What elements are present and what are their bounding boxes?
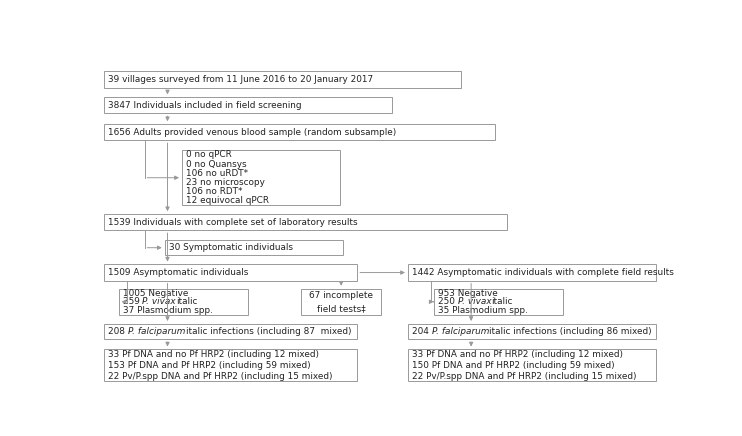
- Text: 250: 250: [438, 297, 458, 306]
- FancyBboxPatch shape: [119, 289, 248, 315]
- FancyBboxPatch shape: [165, 240, 343, 255]
- Text: 37 Plasmodium spp.: 37 Plasmodium spp.: [122, 306, 212, 315]
- FancyBboxPatch shape: [408, 349, 657, 382]
- FancyBboxPatch shape: [182, 150, 340, 205]
- Text: 3847 Individuals included in field screening: 3847 Individuals included in field scree…: [108, 101, 302, 110]
- FancyBboxPatch shape: [408, 265, 657, 281]
- Text: 12 equivocal qPCR: 12 equivocal qPCR: [186, 196, 269, 205]
- FancyBboxPatch shape: [104, 265, 358, 281]
- Text: 33 Pf DNA and no Pf HRP2 (including 12 mixed): 33 Pf DNA and no Pf HRP2 (including 12 m…: [412, 350, 623, 359]
- FancyBboxPatch shape: [408, 324, 657, 339]
- Text: P. falciparum: P. falciparum: [432, 327, 489, 336]
- Text: 0 no qPCR: 0 no qPCR: [186, 150, 232, 160]
- FancyBboxPatch shape: [104, 72, 461, 88]
- Text: 1509 Asymptomatic individuals: 1509 Asymptomatic individuals: [108, 268, 249, 277]
- Text: 30 Symptomatic individuals: 30 Symptomatic individuals: [168, 243, 292, 252]
- FancyBboxPatch shape: [434, 289, 563, 315]
- Text: P. vivax: P. vivax: [142, 297, 176, 306]
- Text: 153 Pf DNA and Pf HRP2 (including 59 mixed): 153 Pf DNA and Pf HRP2 (including 59 mix…: [108, 361, 311, 370]
- Text: P. falciparum: P. falciparum: [128, 327, 186, 336]
- FancyBboxPatch shape: [104, 97, 392, 113]
- Text: italic: italic: [176, 297, 197, 306]
- Text: 35 Plasmodium spp.: 35 Plasmodium spp.: [438, 306, 528, 315]
- Text: 106 no RDT*: 106 no RDT*: [186, 187, 243, 196]
- Text: 1539 Individuals with complete set of laboratory results: 1539 Individuals with complete set of la…: [108, 218, 358, 227]
- Text: 208: 208: [108, 327, 128, 336]
- Text: 22 Pv/P.spp DNA and Pf HRP2 (including 15 mixed): 22 Pv/P.spp DNA and Pf HRP2 (including 1…: [412, 371, 637, 381]
- FancyBboxPatch shape: [104, 349, 358, 382]
- Text: 67 incomplete: 67 incomplete: [309, 291, 373, 300]
- Text: P. vivax: P. vivax: [458, 297, 491, 306]
- Text: 39 villages surveyed from 11 June 2016 to 20 January 2017: 39 villages surveyed from 11 June 2016 t…: [108, 75, 373, 84]
- FancyBboxPatch shape: [301, 289, 381, 315]
- Text: 953 Negative: 953 Negative: [438, 289, 498, 297]
- Text: 22 Pv/P.spp DNA and Pf HRP2 (including 15 mixed): 22 Pv/P.spp DNA and Pf HRP2 (including 1…: [108, 371, 332, 381]
- Text: 204: 204: [412, 327, 432, 336]
- Text: 259: 259: [122, 297, 142, 306]
- Text: 106 no uRDT*: 106 no uRDT*: [186, 169, 248, 177]
- Text: 1442 Asymptomatic individuals with complete field results: 1442 Asymptomatic individuals with compl…: [412, 268, 674, 277]
- Text: 150 Pf DNA and Pf HRP2 (including 59 mixed): 150 Pf DNA and Pf HRP2 (including 59 mix…: [412, 361, 614, 370]
- Text: field tests‡: field tests‡: [317, 304, 366, 313]
- Text: 23 no microscopy: 23 no microscopy: [186, 178, 265, 187]
- Text: italic infections (including 87  mixed): italic infections (including 87 mixed): [186, 327, 351, 336]
- FancyBboxPatch shape: [104, 124, 496, 140]
- FancyBboxPatch shape: [104, 214, 507, 230]
- Text: 33 Pf DNA and no Pf HRP2 (including 12 mixed): 33 Pf DNA and no Pf HRP2 (including 12 m…: [108, 350, 319, 359]
- FancyBboxPatch shape: [104, 324, 358, 339]
- Text: 1656 Adults provided venous blood sample (random subsample): 1656 Adults provided venous blood sample…: [108, 128, 396, 137]
- Text: 0 no Quansys: 0 no Quansys: [186, 160, 246, 169]
- Text: 1005 Negative: 1005 Negative: [122, 289, 188, 297]
- Text: italic: italic: [491, 297, 513, 306]
- Text: italic infections (including 86 mixed): italic infections (including 86 mixed): [489, 327, 651, 336]
